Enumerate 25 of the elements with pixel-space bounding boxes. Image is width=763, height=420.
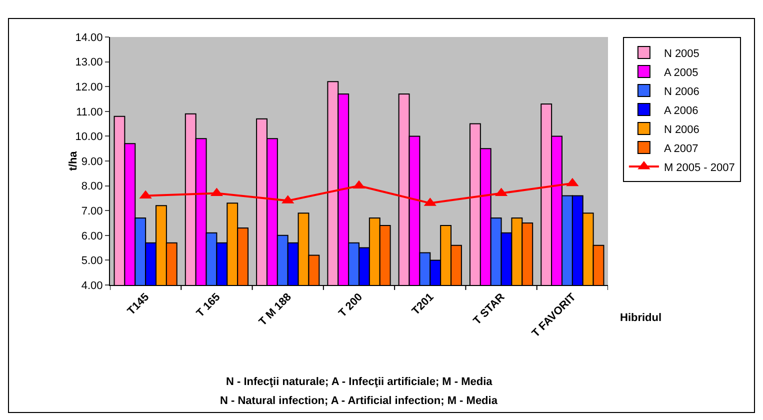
- y-tick-label: 7.00: [81, 205, 103, 218]
- legend-label: N 2006: [664, 86, 700, 98]
- y-tick-label: 11.00: [76, 106, 103, 118]
- y-tick-label: 13.00: [75, 56, 103, 69]
- x-tick-label: T 200: [336, 291, 366, 320]
- text: N - Natural infection; A - Artificial infection; M - Media: [220, 395, 498, 407]
- y-tick-label: 10.00: [75, 131, 103, 144]
- legend-label: N 2005: [664, 48, 700, 60]
- legend-label: A 2006: [664, 104, 698, 117]
- legend-label: M 2005 - 2007: [664, 162, 735, 174]
- legend-label: A 2007: [664, 142, 698, 155]
- y-tick-label: 9.00: [81, 156, 103, 168]
- y-tick-label: 4.00: [81, 280, 103, 292]
- legend-label: N 2006: [664, 124, 700, 136]
- y-tick-label: 5.00: [81, 255, 103, 268]
- x-axis-title: Hibridul: [620, 312, 662, 324]
- x-tick-label: T 165: [194, 291, 223, 320]
- y-tick-label: 6.00: [81, 230, 103, 242]
- x-tick-label: T M 188: [256, 291, 294, 328]
- y-axis-title: t/ha: [67, 150, 80, 171]
- text: N - Infecţii naturale; A - Infecţii artificiale; M - Media: [226, 376, 494, 388]
- y-tick-label: 8.00: [81, 180, 103, 193]
- y-tick-label: 12.00: [75, 81, 103, 94]
- legend-label: A 2005: [664, 66, 698, 79]
- y-tick-label: 14.00: [75, 32, 103, 44]
